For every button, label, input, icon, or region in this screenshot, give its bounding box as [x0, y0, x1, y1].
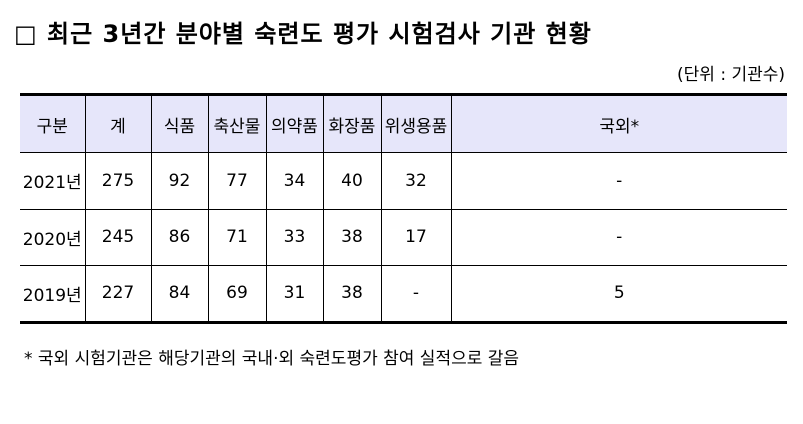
table-cell: 38: [322, 265, 381, 322]
table-cell: 86: [150, 209, 208, 266]
row-year: 2020년: [22, 229, 82, 250]
table-row: 2021년 275 92 77 34 40 32-: [20, 152, 787, 209]
footnote: * 국외 시험기관은 해당기관의 국내·외 숙련도평가 참여 실적으로 갈음: [24, 349, 520, 369]
table-cell: 34: [265, 152, 323, 209]
table-cell: 71: [207, 209, 266, 266]
table-cell: 38: [322, 209, 381, 266]
table-cell: 275: [84, 152, 151, 209]
table-cell: 31: [265, 265, 323, 322]
table-cell: 33: [265, 209, 323, 266]
row-year: 2019년: [22, 285, 82, 306]
table-cell: 69: [207, 265, 266, 322]
column-header: 위생용품: [380, 94, 451, 153]
table-cell: 77: [207, 152, 266, 209]
table-cell: 84: [150, 265, 208, 322]
column-header: 국외*: [450, 94, 787, 153]
column-header: 구분: [36, 116, 68, 137]
column-header: 축산물: [207, 94, 266, 153]
table-cell: 5: [450, 265, 787, 322]
table-row: 2019년 227 84 69 31 38-5: [20, 265, 787, 322]
column-header: 식품: [150, 94, 208, 153]
column-header: 의약품: [265, 94, 323, 153]
table-row: 2020년 245 86 71 33 38 17-: [20, 209, 787, 266]
institutions-table: 구분 계 식품 축산물 의약품 화장품 위생용품 국외* 2021년 275 92 77 34 40 32…: [20, 93, 787, 324]
table-cell: -: [450, 209, 787, 266]
table-cell: 32: [380, 152, 451, 209]
column-header: 계: [84, 94, 151, 153]
page-title: □ 최근 3년간 분야별 숙련도 평가 시험검사 기관 현황: [14, 20, 592, 48]
column-header: 화장품: [322, 94, 381, 153]
table-cell: -: [380, 265, 451, 322]
table-cell: 92: [150, 152, 208, 209]
table-cell: 17: [380, 209, 451, 266]
table-cell: 227: [84, 265, 151, 322]
unit-label: (단위 : 기관수): [677, 65, 785, 85]
table-header-row: 구분 계 식품 축산물 의약품 화장품 위생용품 국외*: [20, 94, 787, 153]
row-year: 2021년: [22, 173, 82, 194]
table-cell: 40: [322, 152, 381, 209]
table-cell: 245: [84, 209, 151, 266]
table-cell: -: [450, 152, 787, 209]
